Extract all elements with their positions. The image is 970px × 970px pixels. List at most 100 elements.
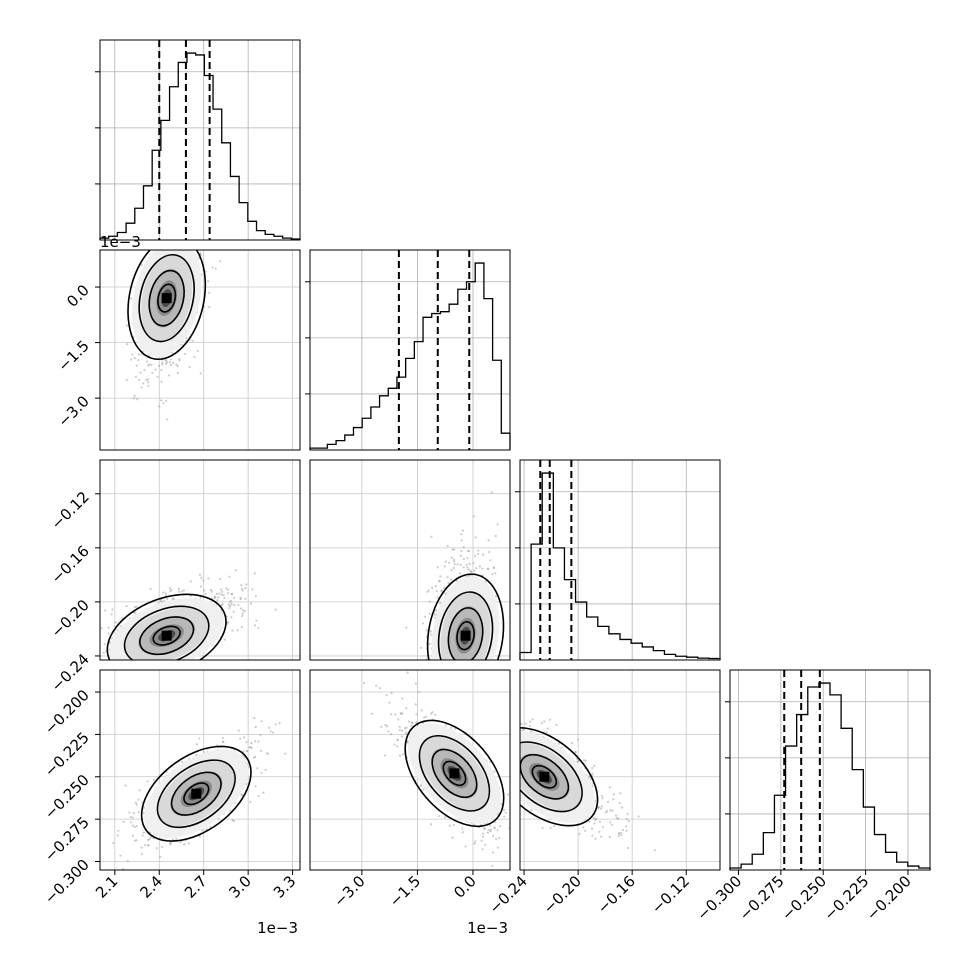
scatter-point — [146, 780, 149, 783]
scatter-point — [171, 246, 173, 248]
scatter-point — [125, 343, 129, 346]
scatter-point — [503, 815, 506, 818]
scatter-point — [466, 557, 469, 560]
scatter-frame — [99, 669, 301, 871]
scatter-point — [502, 809, 506, 812]
contour-line — [140, 745, 252, 842]
scatter-point — [444, 816, 447, 819]
histogram-panel-3 — [725, 669, 931, 871]
scatter-point — [448, 824, 451, 827]
scatter-point — [129, 821, 133, 824]
contour-line — [123, 605, 210, 660]
scatter-point — [239, 737, 242, 740]
contour-line — [520, 741, 583, 813]
scatter-point — [506, 793, 510, 796]
scatter-point — [512, 739, 514, 741]
scatter-point — [487, 567, 490, 571]
scatter-point — [239, 596, 242, 599]
scatter-point — [591, 766, 594, 770]
scatter-point — [220, 593, 223, 596]
scatter-point — [266, 752, 269, 755]
scatter-point — [260, 720, 263, 723]
scatter-point — [243, 610, 246, 613]
scatter-point — [428, 642, 431, 646]
scatter-point — [146, 838, 150, 842]
scatter-point — [133, 825, 136, 829]
scatter-point — [415, 721, 418, 724]
scatter-point — [245, 741, 248, 744]
scatter-point — [89, 636, 91, 638]
scatter-point — [517, 773, 519, 775]
scatter-point — [610, 823, 613, 826]
scatter-point — [183, 352, 186, 355]
scatter-point — [446, 544, 449, 548]
scatter-point — [137, 358, 140, 362]
scatter-point — [481, 835, 485, 838]
scatter-point — [494, 534, 497, 538]
scatter-point — [188, 366, 191, 369]
scatter-point — [482, 832, 485, 835]
scatter-point — [531, 718, 534, 721]
scatter-point — [254, 785, 257, 788]
scatter-point — [219, 577, 222, 581]
scatter-point — [257, 740, 260, 743]
histogram-series — [729, 682, 931, 870]
scatter-point — [227, 588, 230, 591]
contour-line — [442, 760, 467, 787]
scatter-point — [152, 778, 156, 781]
scatter-point — [474, 664, 476, 666]
scatter-point — [131, 816, 134, 819]
scatter-point — [172, 243, 174, 245]
scatter-point — [260, 771, 263, 775]
scatter-point — [151, 371, 154, 374]
scatter-point — [574, 751, 577, 754]
scatter-point — [175, 363, 178, 366]
scatter-point — [245, 583, 248, 586]
scatter-point — [176, 365, 179, 368]
scatter-point — [149, 587, 152, 590]
scatter-point — [244, 586, 247, 590]
x-tick-label: 2.1 — [92, 872, 122, 902]
scatter-point — [268, 726, 271, 729]
scatter-point — [582, 826, 585, 829]
scatter-point — [140, 264, 143, 267]
scatter-point — [517, 752, 519, 754]
y-offset-label: 1e−3 — [100, 233, 141, 251]
scatter-point — [474, 840, 477, 843]
scatter-point — [548, 718, 552, 721]
scatter-point — [576, 760, 579, 763]
scatter-point — [149, 836, 152, 839]
scatter-point — [254, 740, 257, 743]
scatter-point — [491, 573, 494, 576]
scatter-point — [604, 811, 607, 814]
scatter-point — [401, 697, 404, 700]
scatter-point — [504, 811, 507, 814]
scatter-point — [488, 550, 491, 554]
scatter-point — [430, 535, 433, 538]
scatter-point — [460, 549, 463, 553]
scatter-point — [545, 731, 548, 734]
scatter-point — [248, 746, 251, 749]
scatter-inner — [100, 243, 300, 450]
x-tick-label: 2.4 — [136, 872, 166, 902]
contour-line — [127, 250, 207, 361]
scatter-point — [193, 245, 195, 247]
scatter-point — [202, 589, 206, 592]
scatter-point — [198, 247, 200, 249]
density-peak — [449, 768, 460, 779]
scatter-point — [481, 553, 485, 556]
scatter-point — [128, 811, 131, 814]
scatter-point — [242, 750, 245, 753]
scatter-point — [467, 568, 470, 571]
scatter-point — [461, 831, 464, 834]
scatter-point — [183, 244, 185, 246]
scatter-point — [119, 854, 122, 857]
scatter-point — [242, 609, 245, 612]
scatter-point — [129, 816, 132, 819]
scatter-point — [207, 577, 210, 580]
scatter-point — [162, 402, 165, 405]
scatter-point — [516, 743, 518, 745]
scatter-point — [521, 729, 525, 732]
scatter-point — [176, 371, 179, 375]
scatter-point — [142, 382, 145, 385]
